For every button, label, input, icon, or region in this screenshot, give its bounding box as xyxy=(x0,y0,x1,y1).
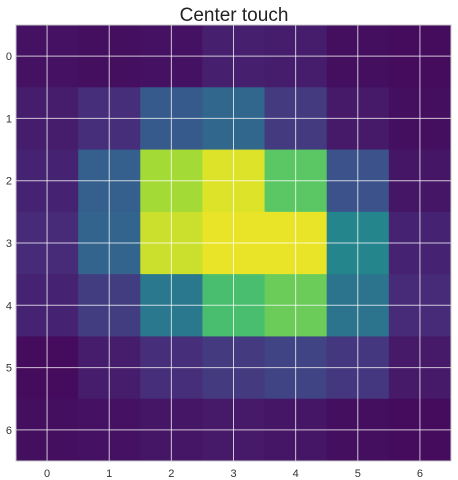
plot-frame xyxy=(15,24,452,462)
y-tick-label-5: 5 xyxy=(6,363,12,375)
y-tick-label-3: 3 xyxy=(6,238,12,250)
y-tick-label-1: 1 xyxy=(6,113,12,125)
x-tick-label-1: 1 xyxy=(106,468,112,480)
y-tick-label-0: 0 xyxy=(6,51,12,63)
y-axis-ticks: 0 1 2 3 4 5 6 xyxy=(6,51,12,437)
x-tick-label-0: 0 xyxy=(44,468,50,480)
y-tick-label-4: 4 xyxy=(6,300,12,312)
x-tick-label-4: 4 xyxy=(293,468,299,480)
chart-title: Center touch xyxy=(180,5,289,26)
x-tick-label-3: 3 xyxy=(230,468,236,480)
grid-lines xyxy=(16,25,451,461)
x-tick-label-2: 2 xyxy=(168,468,174,480)
x-tick-label-6: 6 xyxy=(417,468,423,480)
x-tick-label-5: 5 xyxy=(355,468,361,480)
x-axis-ticks: 0 1 2 3 4 5 6 xyxy=(44,468,423,480)
y-tick-label-6: 6 xyxy=(6,425,12,437)
y-tick-label-2: 2 xyxy=(6,176,12,188)
